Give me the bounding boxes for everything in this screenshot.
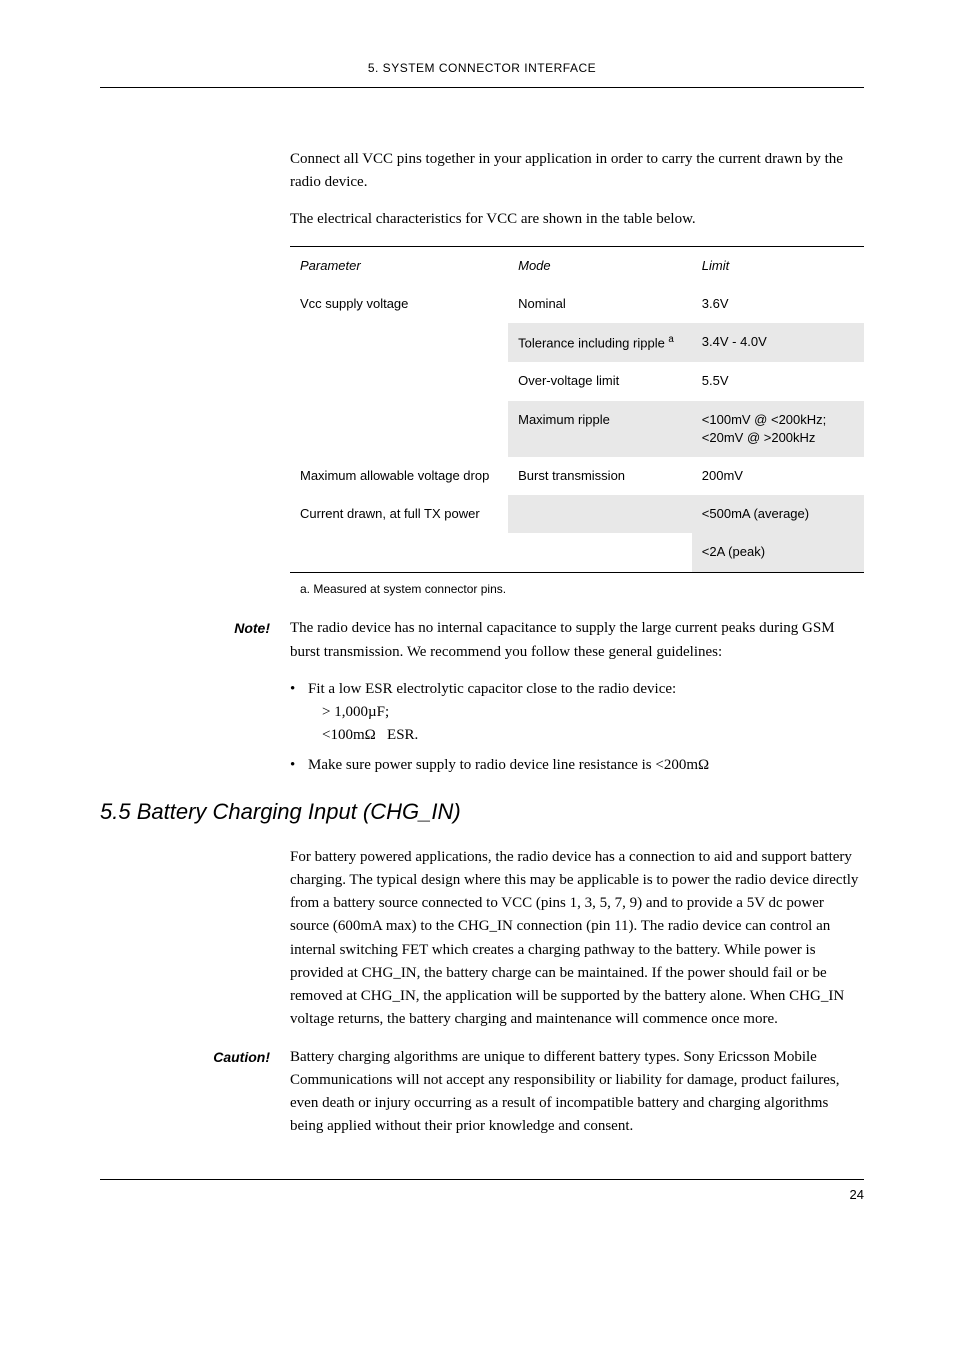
table-row: Vcc supply voltage Nominal 3.6V bbox=[290, 285, 864, 323]
cell-mode: Over-voltage limit bbox=[508, 362, 692, 400]
cell-mode bbox=[508, 495, 692, 533]
cell-param: Vcc supply voltage bbox=[290, 285, 508, 457]
cell-mode: Burst transmission bbox=[508, 457, 692, 495]
cell-limit: <2A (peak) bbox=[692, 533, 864, 572]
cell-limit: <500mA (average) bbox=[692, 495, 864, 533]
caution-block: Caution! Battery charging algorithms are… bbox=[100, 1046, 864, 1139]
cell-limit: <100mV @ <200kHz; <20mV @ >200kHz bbox=[692, 401, 864, 457]
cell-limit: 5.5V bbox=[692, 362, 864, 400]
note-label: Note! bbox=[100, 617, 290, 664]
bullet-main: Make sure power supply to radio device l… bbox=[308, 757, 709, 773]
vcc-table: Parameter Mode Limit Vcc supply voltage … bbox=[290, 246, 864, 573]
bullet-sub: <100mΩ ESR. bbox=[308, 724, 864, 747]
guidelines-list: Fit a low ESR electrolytic capacitor clo… bbox=[290, 678, 864, 777]
cell-mode bbox=[508, 533, 692, 572]
bullet-sub: > 1,000µF; bbox=[308, 701, 864, 724]
list-item: Fit a low ESR electrolytic capacitor clo… bbox=[290, 678, 864, 748]
section-heading: 5.5 Battery Charging Input (CHG_IN) bbox=[100, 797, 864, 828]
table-row: Maximum allowable voltage drop Burst tra… bbox=[290, 457, 864, 495]
caution-text: Battery charging algorithms are unique t… bbox=[290, 1046, 864, 1139]
cell-limit: 3.6V bbox=[692, 285, 864, 323]
cell-param: Current drawn, at full TX power bbox=[290, 495, 508, 572]
page-number: 24 bbox=[100, 1179, 864, 1204]
note-block: Note! The radio device has no internal c… bbox=[100, 617, 864, 664]
cell-mode: Nominal bbox=[508, 285, 692, 323]
bullet-main: Fit a low ESR electrolytic capacitor clo… bbox=[308, 681, 676, 697]
page-header: 5. SYSTEM CONNECTOR INTERFACE bbox=[100, 60, 864, 88]
th-parameter: Parameter bbox=[290, 246, 508, 285]
cell-mode: Tolerance including ripple a bbox=[508, 323, 692, 363]
caution-label: Caution! bbox=[100, 1046, 290, 1139]
intro-para-2: The electrical characteristics for VCC a… bbox=[290, 208, 864, 231]
table-footnote: a. Measured at system connector pins. bbox=[300, 581, 864, 598]
th-limit: Limit bbox=[692, 246, 864, 285]
note-text: The radio device has no internal capacit… bbox=[290, 617, 864, 664]
intro-para-1: Connect all VCC pins together in your ap… bbox=[290, 148, 864, 195]
table-header-row: Parameter Mode Limit bbox=[290, 246, 864, 285]
th-mode: Mode bbox=[508, 246, 692, 285]
cell-limit: 3.4V - 4.0V bbox=[692, 323, 864, 363]
cell-param: Maximum allowable voltage drop bbox=[290, 457, 508, 495]
section-body: For battery powered applications, the ra… bbox=[290, 846, 864, 1032]
list-item: Make sure power supply to radio device l… bbox=[290, 754, 864, 777]
cell-limit: 200mV bbox=[692, 457, 864, 495]
table-row: Current drawn, at full TX power <500mA (… bbox=[290, 495, 864, 533]
cell-mode: Maximum ripple bbox=[508, 401, 692, 457]
